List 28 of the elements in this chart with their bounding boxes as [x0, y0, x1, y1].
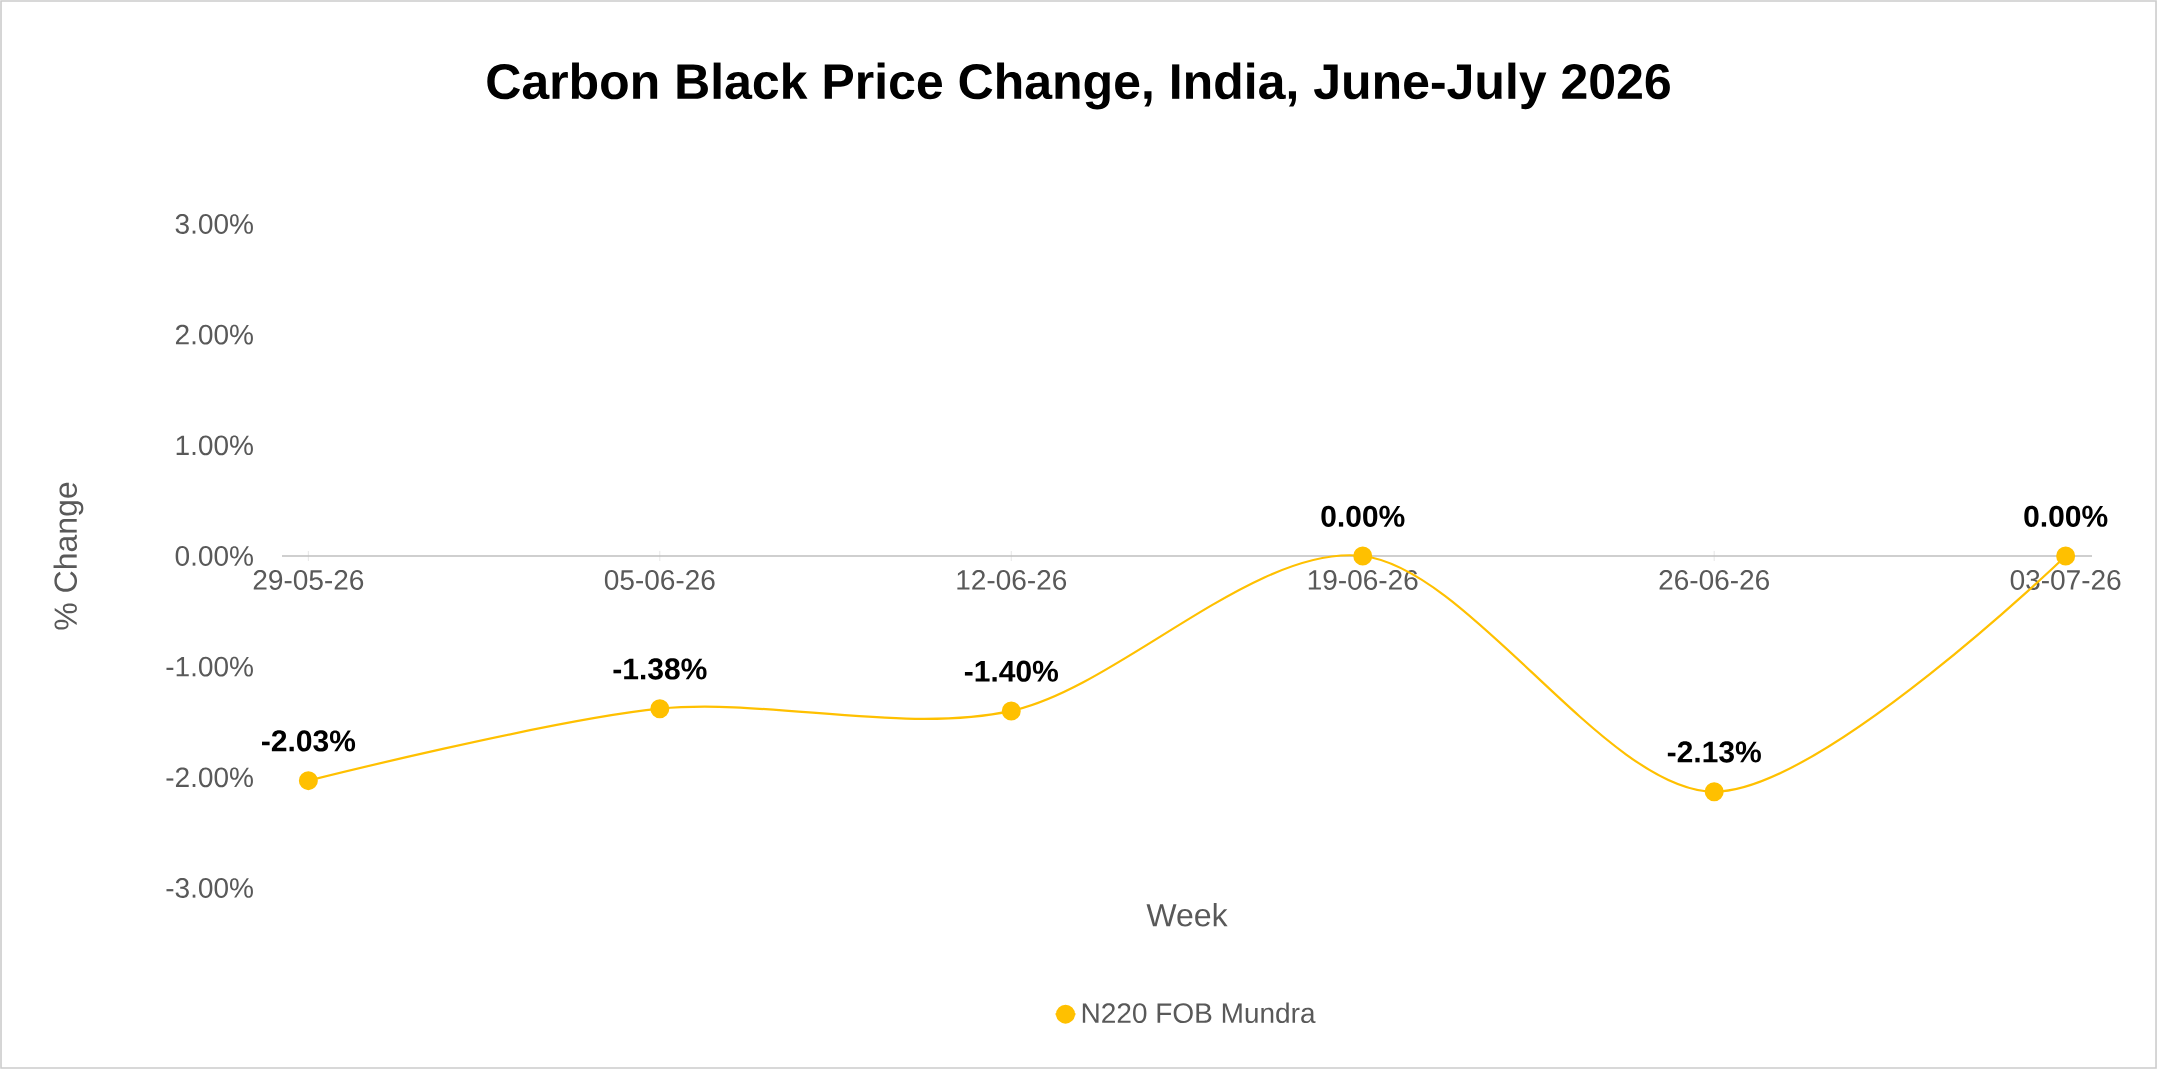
x-tick-label: 05-06-26 — [604, 570, 715, 590]
legend-label: N220 FOB Mundra — [1082, 1002, 1316, 1024]
point — [298, 771, 318, 791]
point — [1704, 782, 1724, 802]
y-tick-label: 2.00% — [175, 324, 253, 345]
y-tick-label: -1.00% — [166, 656, 253, 677]
data-label: 0.00% — [2024, 505, 2108, 527]
x-tick-label: 26-06-26 — [1659, 570, 1769, 590]
x-tick-label: 19-06-26 — [1308, 570, 1418, 590]
point — [2056, 546, 2076, 566]
y-tick-label: -2.00% — [166, 767, 253, 788]
x-axis-title: Week — [1146, 903, 1228, 927]
y-tick-label: 0.00% — [175, 546, 253, 566]
data-label: 0.00% — [1321, 505, 1405, 527]
y-tick-label: 3.00% — [175, 214, 253, 234]
point — [1353, 546, 1373, 566]
y-axis-title: % Change — [53, 482, 84, 630]
data-label: -1.40% — [964, 660, 1058, 682]
x-tick-label: 29-05-26 — [253, 570, 364, 590]
point — [650, 699, 670, 719]
point — [1001, 701, 1021, 721]
y-tick-label: 1.00% — [176, 435, 253, 456]
x-tick-label: 12-06-26 — [957, 570, 1067, 590]
y-tick-label: -3.00% — [166, 878, 253, 898]
data-label: -1.38% — [613, 658, 707, 680]
data-label: -2.03% — [262, 730, 356, 752]
data-label: -2.13% — [1667, 741, 1761, 763]
chart-title: Carbon Black Price Change, India, June-July 2026 — [487, 62, 1670, 110]
